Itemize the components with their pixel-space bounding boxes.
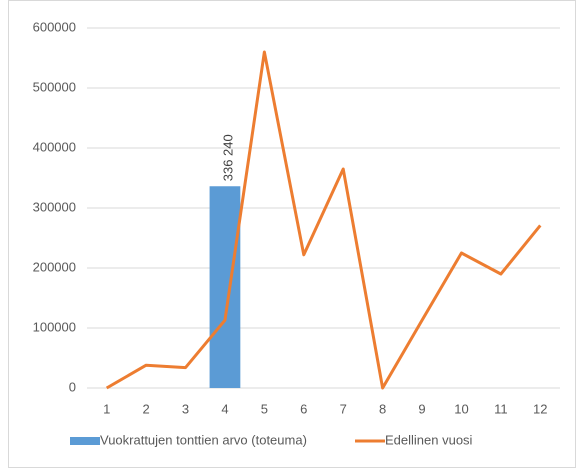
x-tick-label: 6: [300, 401, 307, 416]
x-tick-label: 10: [454, 401, 468, 416]
x-tick-label: 11: [494, 401, 508, 416]
y-tick-label: 300000: [33, 199, 76, 214]
x-tick-label: 3: [182, 401, 189, 416]
y-tick-label: 200000: [33, 259, 76, 274]
y-tick-label: 600000: [33, 19, 76, 34]
line: [105, 50, 542, 390]
legend-label: Edellinen vuosi: [385, 432, 473, 447]
y-tick-label: 0: [69, 379, 76, 394]
data-label: 336 240: [220, 134, 235, 181]
x-tick-label: 1: [103, 401, 110, 416]
x-tick-label: 2: [143, 401, 150, 416]
bar: [209, 186, 241, 388]
x-tick-label: 7: [340, 401, 347, 416]
x-tick-label: 4: [221, 401, 228, 416]
x-tick-label: 12: [533, 401, 547, 416]
legend-label: Vuokrattujen tonttien arvo (toteuma): [100, 432, 307, 447]
y-tick-label: 500000: [33, 79, 76, 94]
legend-swatch: [70, 437, 100, 445]
chart-frame: [8, 0, 576, 468]
y-tick-label: 400000: [33, 139, 76, 154]
x-tick-label: 8: [379, 401, 386, 416]
x-tick-label: 5: [261, 401, 268, 416]
x-tick-label: 9: [418, 401, 425, 416]
y-tick-label: 100000: [33, 319, 76, 334]
